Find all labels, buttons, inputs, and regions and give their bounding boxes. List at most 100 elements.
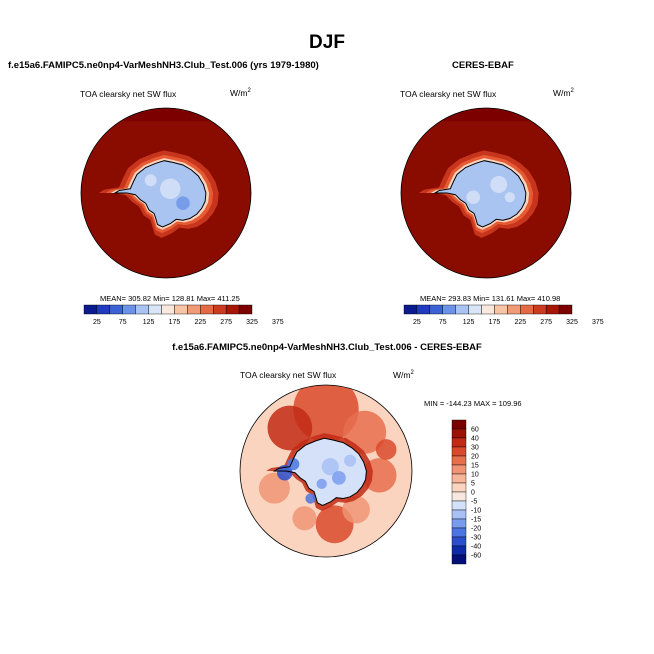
colorbar-tick-label: 175 — [489, 319, 501, 326]
colorbar-swatch-0 — [83, 304, 98, 315]
colorbar-swatch-6 — [451, 473, 467, 484]
colorbar-tick-label: -10 — [471, 508, 481, 515]
difference-title: f.e15a6.FAMIPC5.ne0np4-VarMeshNH3.Club_T… — [172, 342, 482, 353]
coastline — [433, 160, 527, 228]
colorbar-tick-label: 125 — [143, 319, 155, 326]
colorbar-tick-label: 225 — [514, 319, 526, 326]
ice-variation-1 — [466, 190, 481, 205]
panel-1-stats: MEAN= 305.82 Min= 128.81 Max= 411.25 — [100, 294, 240, 303]
colorbar-swatch-4 — [455, 304, 469, 315]
negative-anomaly-3 — [332, 471, 346, 485]
northern-band — [401, 108, 571, 121]
panel-1-colorbar: 25 75 125 175 225 275 325 375 — [83, 304, 284, 326]
positive-anomaly-1 — [267, 405, 313, 451]
panel-2-variable: TOA clearsky net SW flux — [400, 89, 497, 99]
positive-anomaly-5 — [292, 506, 317, 531]
colorbar-swatch-13 — [451, 536, 467, 547]
colorbar-tick-label: 325 — [566, 319, 578, 326]
negative-anomaly-1 — [287, 458, 300, 471]
panel-1-title: f.e15a6.FAMIPC5.ne0np4-VarMeshNH3.Club_T… — [8, 60, 319, 71]
colorbar-swatch-8 — [451, 491, 467, 502]
colorbar-tick-label: 15 — [471, 463, 479, 470]
colorbar-swatch-12 — [558, 304, 573, 315]
panel-2-title: CERES-EBAF — [452, 60, 514, 71]
ice-variation-1 — [144, 174, 157, 187]
colorbar-swatch-0 — [451, 419, 467, 430]
colorbar-tick-label: 275 — [540, 319, 552, 326]
colorbar-swatch-9 — [451, 500, 467, 511]
positive-anomaly-8 — [375, 439, 397, 460]
colorbar-tick-label: -5 — [471, 499, 477, 506]
panel-1-units: W/m2 — [230, 88, 251, 98]
colorbar-tick-label: -60 — [471, 553, 481, 560]
negative-anomaly-0 — [276, 464, 293, 481]
colorbar-swatch-4 — [451, 455, 467, 466]
colorbar-swatch-1 — [451, 428, 467, 439]
colorbar-swatch-6 — [161, 304, 175, 315]
colorbar-swatch-12 — [238, 304, 253, 315]
negative-anomaly-4 — [316, 478, 327, 490]
colorbar-tick-label: 10 — [471, 472, 479, 479]
colorbar-tick-label: 20 — [471, 454, 479, 461]
ice-variation-2 — [504, 192, 515, 203]
negative-anomaly-2 — [321, 458, 339, 476]
panel-3-units: W/m2 — [393, 370, 414, 380]
positive-anomaly-6 — [258, 472, 290, 504]
colorbar-tick-label: 75 — [439, 319, 447, 326]
northern-band — [81, 108, 251, 121]
colorbar-tick-label: 325 — [246, 319, 258, 326]
colorbar-tick-label: 375 — [272, 319, 284, 326]
colorbar-tick-label: 30 — [471, 445, 479, 452]
colorbar-tick-label: 75 — [119, 319, 127, 326]
colorbar-swatch-9 — [200, 304, 214, 315]
colorbar-swatch-3 — [122, 304, 136, 315]
panel-1-variable: TOA clearsky net SW flux — [80, 89, 177, 99]
panel-3-colorbar: 60 40 30 20 15 10 5 0 -5 -10 -15 -20 -30 -40 -60 — [451, 419, 481, 565]
colorbar-tick-label: 125 — [463, 319, 475, 326]
colorbar-swatch-11 — [451, 518, 467, 529]
continent-field — [274, 438, 367, 506]
panel-2-units: W/m2 — [553, 88, 574, 98]
colorbar-tick-label: 225 — [194, 319, 206, 326]
colorbar-swatch-1 — [416, 304, 431, 315]
coastline — [272, 437, 367, 506]
colorbar-swatch-5 — [468, 304, 482, 315]
ice-variation-2 — [176, 196, 190, 210]
colorbar-tick-label: 40 — [471, 436, 479, 443]
colorbar-tick-label: 375 — [592, 319, 604, 326]
colorbar-swatch-3 — [451, 446, 467, 457]
colorbar-tick-label: 275 — [220, 319, 232, 326]
colorbar-swatch-5 — [451, 464, 467, 475]
season-title: DJF — [309, 32, 345, 53]
colorbar-tick-label: 25 — [93, 319, 101, 326]
map-border — [80, 107, 252, 279]
colorbar-swatch-10 — [533, 304, 547, 315]
colorbar-swatch-11 — [545, 304, 560, 315]
colorbar-tick-label: 0 — [471, 490, 475, 497]
negative-anomaly-5 — [344, 454, 357, 467]
panel-3-stats: MIN = -144.23 MAX = 109.96 — [424, 399, 522, 408]
colorbar-tick-label: -20 — [471, 526, 481, 533]
colorbar-swatch-9 — [520, 304, 534, 315]
colorbar-swatch-0 — [403, 304, 418, 315]
colorbar-swatch-11 — [225, 304, 240, 315]
map-border — [400, 107, 572, 279]
colorbar-tick-label: 25 — [413, 319, 421, 326]
colorbar-swatch-5 — [148, 304, 162, 315]
colorbar-tick-label: 175 — [169, 319, 181, 326]
colorbar-swatch-7 — [451, 482, 467, 493]
colorbar-swatch-8 — [507, 304, 521, 315]
colorbar-swatch-2 — [451, 437, 467, 448]
colorbar-swatch-10 — [213, 304, 227, 315]
colorbar-swatch-4 — [135, 304, 149, 315]
colorbar-swatch-7 — [174, 304, 188, 315]
panel-2-map — [400, 107, 572, 279]
colorbar-tick-label: -40 — [471, 544, 481, 551]
negative-anomaly-6 — [305, 493, 316, 504]
ice-variation-0 — [160, 178, 181, 199]
colorbar-tick-label: 5 — [471, 481, 475, 488]
colorbar-swatch-3 — [442, 304, 456, 315]
ice-variation-0 — [490, 176, 508, 193]
panel-2-stats: MEAN= 293.83 Min= 131.61 Max= 410.98 — [420, 294, 561, 303]
colorbar-tick-label: 60 — [471, 427, 479, 434]
